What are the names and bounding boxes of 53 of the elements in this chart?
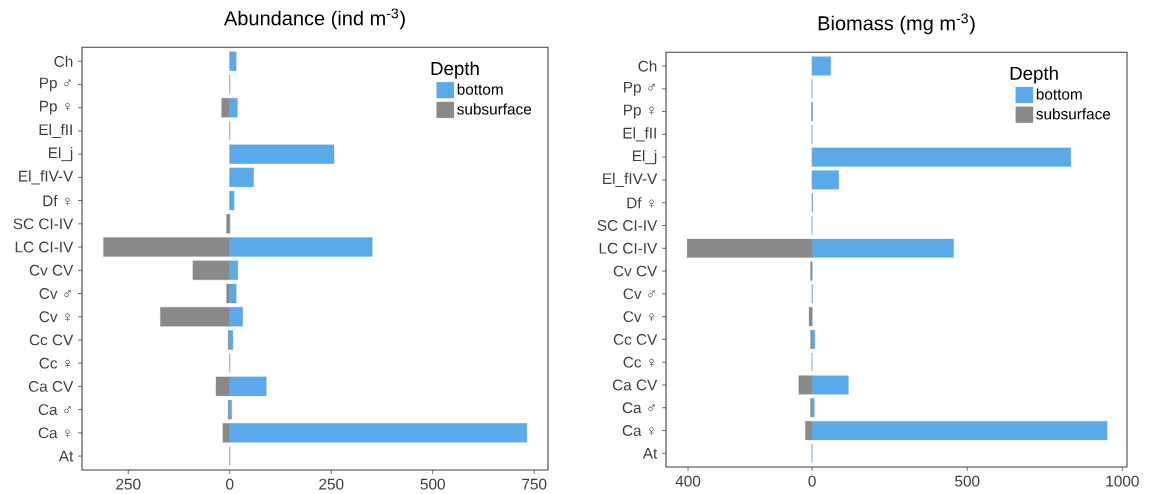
- y-tick-label: Cv ♀: [39, 311, 70, 323]
- y-tick-label: Cv ♂: [623, 288, 655, 300]
- legend-label: bottom: [457, 83, 503, 95]
- y-tick-label: LC CI-IV: [599, 242, 658, 254]
- y-tick-label: Cv ♂: [39, 288, 71, 299]
- y-tick-label: LC CI-IV: [15, 241, 74, 253]
- y-tick-label: Cv CV: [29, 264, 74, 276]
- y-tick-label: Pp ♂: [624, 81, 655, 96]
- y-tick-label: At: [58, 450, 74, 462]
- y-tick-label: Cv ♀: [623, 311, 654, 323]
- y-tick-label: Ch: [54, 55, 73, 67]
- legend-label: subsurface: [457, 103, 532, 115]
- legend-title: Depth: [431, 61, 479, 79]
- y-tick-label: Ch: [638, 60, 657, 72]
- y-tick-label: Ca ♀: [38, 427, 70, 439]
- legend-title: Depth: [1010, 66, 1058, 84]
- y-tick-label: Cc ♀: [623, 356, 654, 368]
- x-tick-label: 0: [808, 475, 816, 487]
- y-tick-label: SC CI-IV: [597, 220, 658, 231]
- y-tick-label: Ca ♂: [622, 402, 655, 414]
- y-tick-label: El_fII: [39, 123, 72, 139]
- y-tick-label: Ca ♂: [38, 404, 71, 416]
- y-tick-label: El_fIV-V: [603, 172, 658, 187]
- y-tick-label: SC CI-IV: [13, 218, 74, 230]
- x-tick-label: 750: [522, 478, 547, 490]
- y-tick-label: Pp ♀: [40, 100, 70, 115]
- y-tick-label: El_j: [48, 147, 73, 162]
- x-tick-label: 250: [319, 478, 344, 490]
- y-tick-label: El_fIV-V: [19, 170, 74, 185]
- legend-label: bottom: [1036, 88, 1082, 100]
- y-tick-label: Cv CV: [613, 265, 658, 277]
- x-tick-label: 500: [420, 478, 445, 490]
- y-tick-label: Cc ♀: [39, 357, 70, 369]
- y-tick-label: At: [642, 448, 658, 459]
- y-tick-label: Ca CV: [28, 380, 74, 392]
- y-tick-label: Df ♀: [43, 195, 70, 207]
- x-tick-label: 0: [226, 478, 234, 490]
- chart-title: Abundance (ind m$^{-3}$): [224, 8, 405, 30]
- y-tick-label: Cc CV: [29, 334, 74, 346]
- y-tick-label: Ca ♀: [622, 425, 654, 436]
- y-tick-label: El_j: [632, 149, 657, 165]
- y-tick-label: Ca CV: [612, 379, 658, 391]
- x-tick-label: 1000: [1106, 475, 1139, 487]
- y-tick-label: Df ♀: [627, 197, 654, 209]
- y-tick-label: Pp ♀: [624, 104, 654, 119]
- x-tick-label: 250: [116, 478, 141, 490]
- legend-label: subsurface: [1036, 108, 1111, 120]
- y-tick-label: Pp ♂: [40, 77, 71, 92]
- chart-title: Biomass (mg m$^{-3}$): [818, 13, 975, 35]
- x-tick-label: 500: [955, 475, 980, 487]
- y-tick-label: Cc CV: [613, 333, 658, 345]
- y-tick-label: El_fII: [623, 127, 656, 142]
- x-tick-label: 400: [675, 475, 701, 487]
